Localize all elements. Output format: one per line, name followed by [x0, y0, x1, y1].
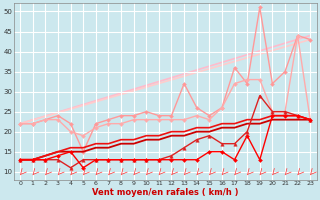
X-axis label: Vent moyen/en rafales ( km/h ): Vent moyen/en rafales ( km/h ): [92, 188, 238, 197]
